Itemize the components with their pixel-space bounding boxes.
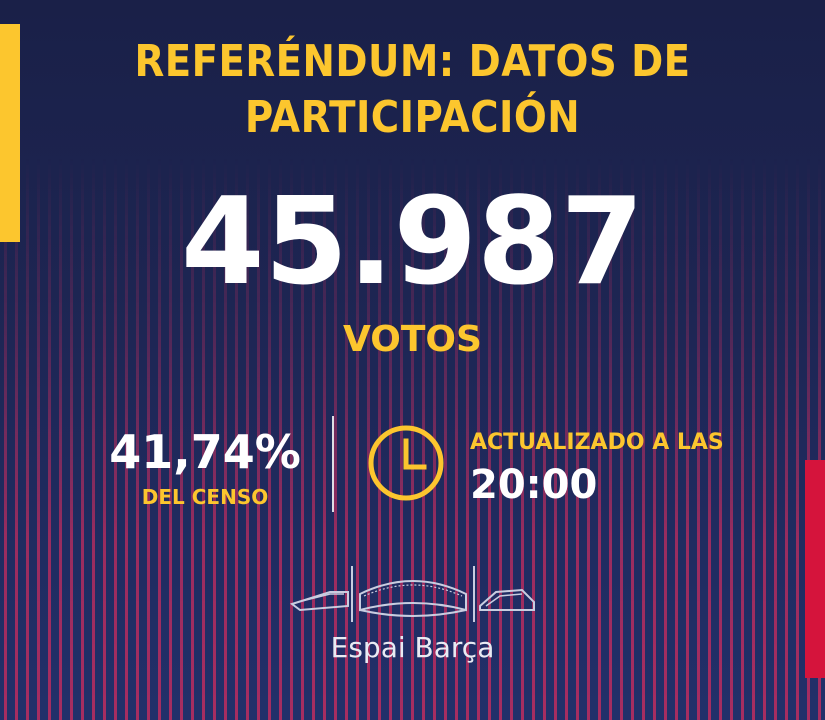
updated-label: ACTUALIZADO A LAS [470,430,724,455]
page-title: REFERÉNDUM: DATOS DE PARTICIPACIÓN [50,34,776,146]
title-line-1: REFERÉNDUM: DATOS DE [134,36,691,87]
updated-time: 20:00 [470,462,598,508]
census-label: DEL CENSO [141,485,269,509]
votes-label: VOTOS [343,319,482,360]
votes-count: 45.987 [180,173,645,312]
vertical-divider [332,416,334,512]
stadium-icon [290,566,535,622]
brand-name: Espai Barça [330,631,495,664]
yellow-accent-bar [0,24,20,242]
clock-icon [368,425,444,501]
census-percent: 41,74% [109,425,301,479]
red-accent-bar [805,460,825,678]
title-line-2: PARTICIPACIÓN [244,92,581,143]
